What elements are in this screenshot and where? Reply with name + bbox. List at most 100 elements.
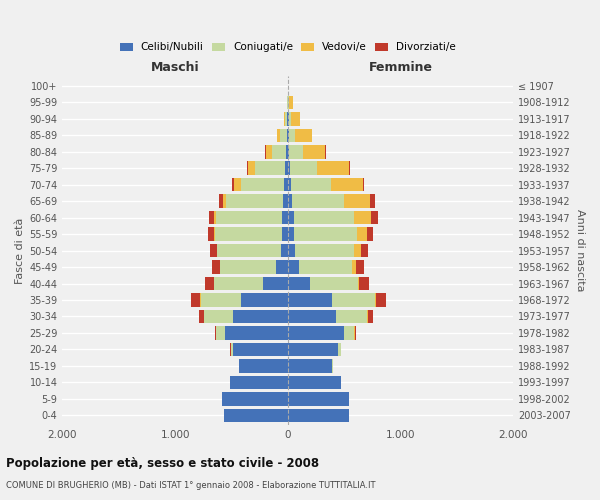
Bar [276, 260, 288, 274]
Legend: Celibi/Nubili, Coniugati/e, Vedovi/e, Divorziati/e: Celibi/Nubili, Coniugati/e, Vedovi/e, Di… [117, 40, 459, 56]
Bar [241, 293, 288, 306]
Bar [223, 392, 288, 406]
Bar [292, 194, 344, 208]
Bar [303, 145, 325, 158]
Bar [214, 211, 216, 224]
Bar [287, 128, 288, 142]
Bar [288, 293, 332, 306]
Bar [223, 194, 226, 208]
Bar [241, 178, 284, 192]
Bar [349, 162, 350, 175]
Bar [281, 244, 288, 258]
Bar [288, 326, 344, 340]
Bar [289, 96, 293, 109]
Bar [216, 211, 281, 224]
Bar [288, 408, 349, 422]
Bar [214, 277, 263, 290]
Bar [310, 277, 358, 290]
Bar [289, 112, 290, 126]
Bar [210, 244, 217, 258]
Bar [288, 162, 290, 175]
Bar [288, 228, 293, 241]
Bar [290, 112, 299, 126]
Bar [209, 211, 214, 224]
Bar [336, 310, 367, 323]
Bar [288, 145, 289, 158]
Bar [295, 244, 355, 258]
Y-axis label: Anni di nascita: Anni di nascita [575, 210, 585, 292]
Bar [272, 145, 286, 158]
Bar [368, 310, 373, 323]
Bar [356, 260, 364, 274]
Bar [208, 228, 214, 241]
Bar [212, 260, 220, 274]
Bar [288, 392, 349, 406]
Bar [295, 128, 312, 142]
Bar [359, 277, 369, 290]
Bar [226, 194, 283, 208]
Bar [199, 310, 204, 323]
Bar [191, 293, 200, 306]
Bar [225, 326, 288, 340]
Bar [220, 260, 276, 274]
Bar [317, 162, 349, 175]
Bar [289, 145, 303, 158]
Bar [232, 178, 234, 192]
Bar [355, 244, 361, 258]
Bar [283, 194, 288, 208]
Bar [367, 228, 373, 241]
Bar [371, 211, 377, 224]
Bar [299, 260, 352, 274]
Bar [286, 145, 288, 158]
Y-axis label: Fasce di età: Fasce di età [15, 218, 25, 284]
Bar [288, 376, 341, 389]
Bar [247, 162, 248, 175]
Bar [255, 162, 285, 175]
Bar [331, 178, 362, 192]
Bar [215, 326, 216, 340]
Bar [215, 228, 281, 241]
Bar [288, 112, 289, 126]
Bar [325, 145, 326, 158]
Text: Popolazione per età, sesso e stato civile - 2008: Popolazione per età, sesso e stato civil… [6, 458, 319, 470]
Bar [288, 277, 310, 290]
Bar [277, 128, 280, 142]
Bar [239, 359, 288, 372]
Bar [284, 112, 285, 126]
Text: Maschi: Maschi [151, 60, 199, 74]
Bar [233, 310, 288, 323]
Bar [230, 376, 288, 389]
Bar [234, 178, 241, 192]
Bar [293, 228, 356, 241]
Bar [204, 310, 233, 323]
Bar [288, 342, 338, 356]
Bar [356, 228, 367, 241]
Bar [280, 128, 287, 142]
Text: COMUNE DI BRUGHERIO (MB) - Dati ISTAT 1° gennaio 2008 - Elaborazione TUTTITALIA.: COMUNE DI BRUGHERIO (MB) - Dati ISTAT 1°… [6, 480, 376, 490]
Bar [293, 211, 355, 224]
Bar [370, 194, 376, 208]
Bar [344, 194, 370, 208]
Bar [214, 228, 215, 241]
Bar [263, 277, 288, 290]
Bar [355, 211, 371, 224]
Bar [248, 162, 255, 175]
Bar [376, 293, 386, 306]
Bar [281, 228, 288, 241]
Bar [288, 194, 292, 208]
Bar [288, 211, 293, 224]
Bar [358, 277, 359, 290]
Bar [217, 244, 281, 258]
Bar [281, 211, 288, 224]
Bar [362, 178, 364, 192]
Bar [284, 178, 288, 192]
Bar [338, 342, 341, 356]
Bar [332, 293, 375, 306]
Bar [288, 128, 289, 142]
Bar [375, 293, 376, 306]
Bar [355, 326, 356, 340]
Bar [288, 178, 291, 192]
Bar [219, 194, 223, 208]
Bar [205, 277, 214, 290]
Bar [266, 145, 272, 158]
